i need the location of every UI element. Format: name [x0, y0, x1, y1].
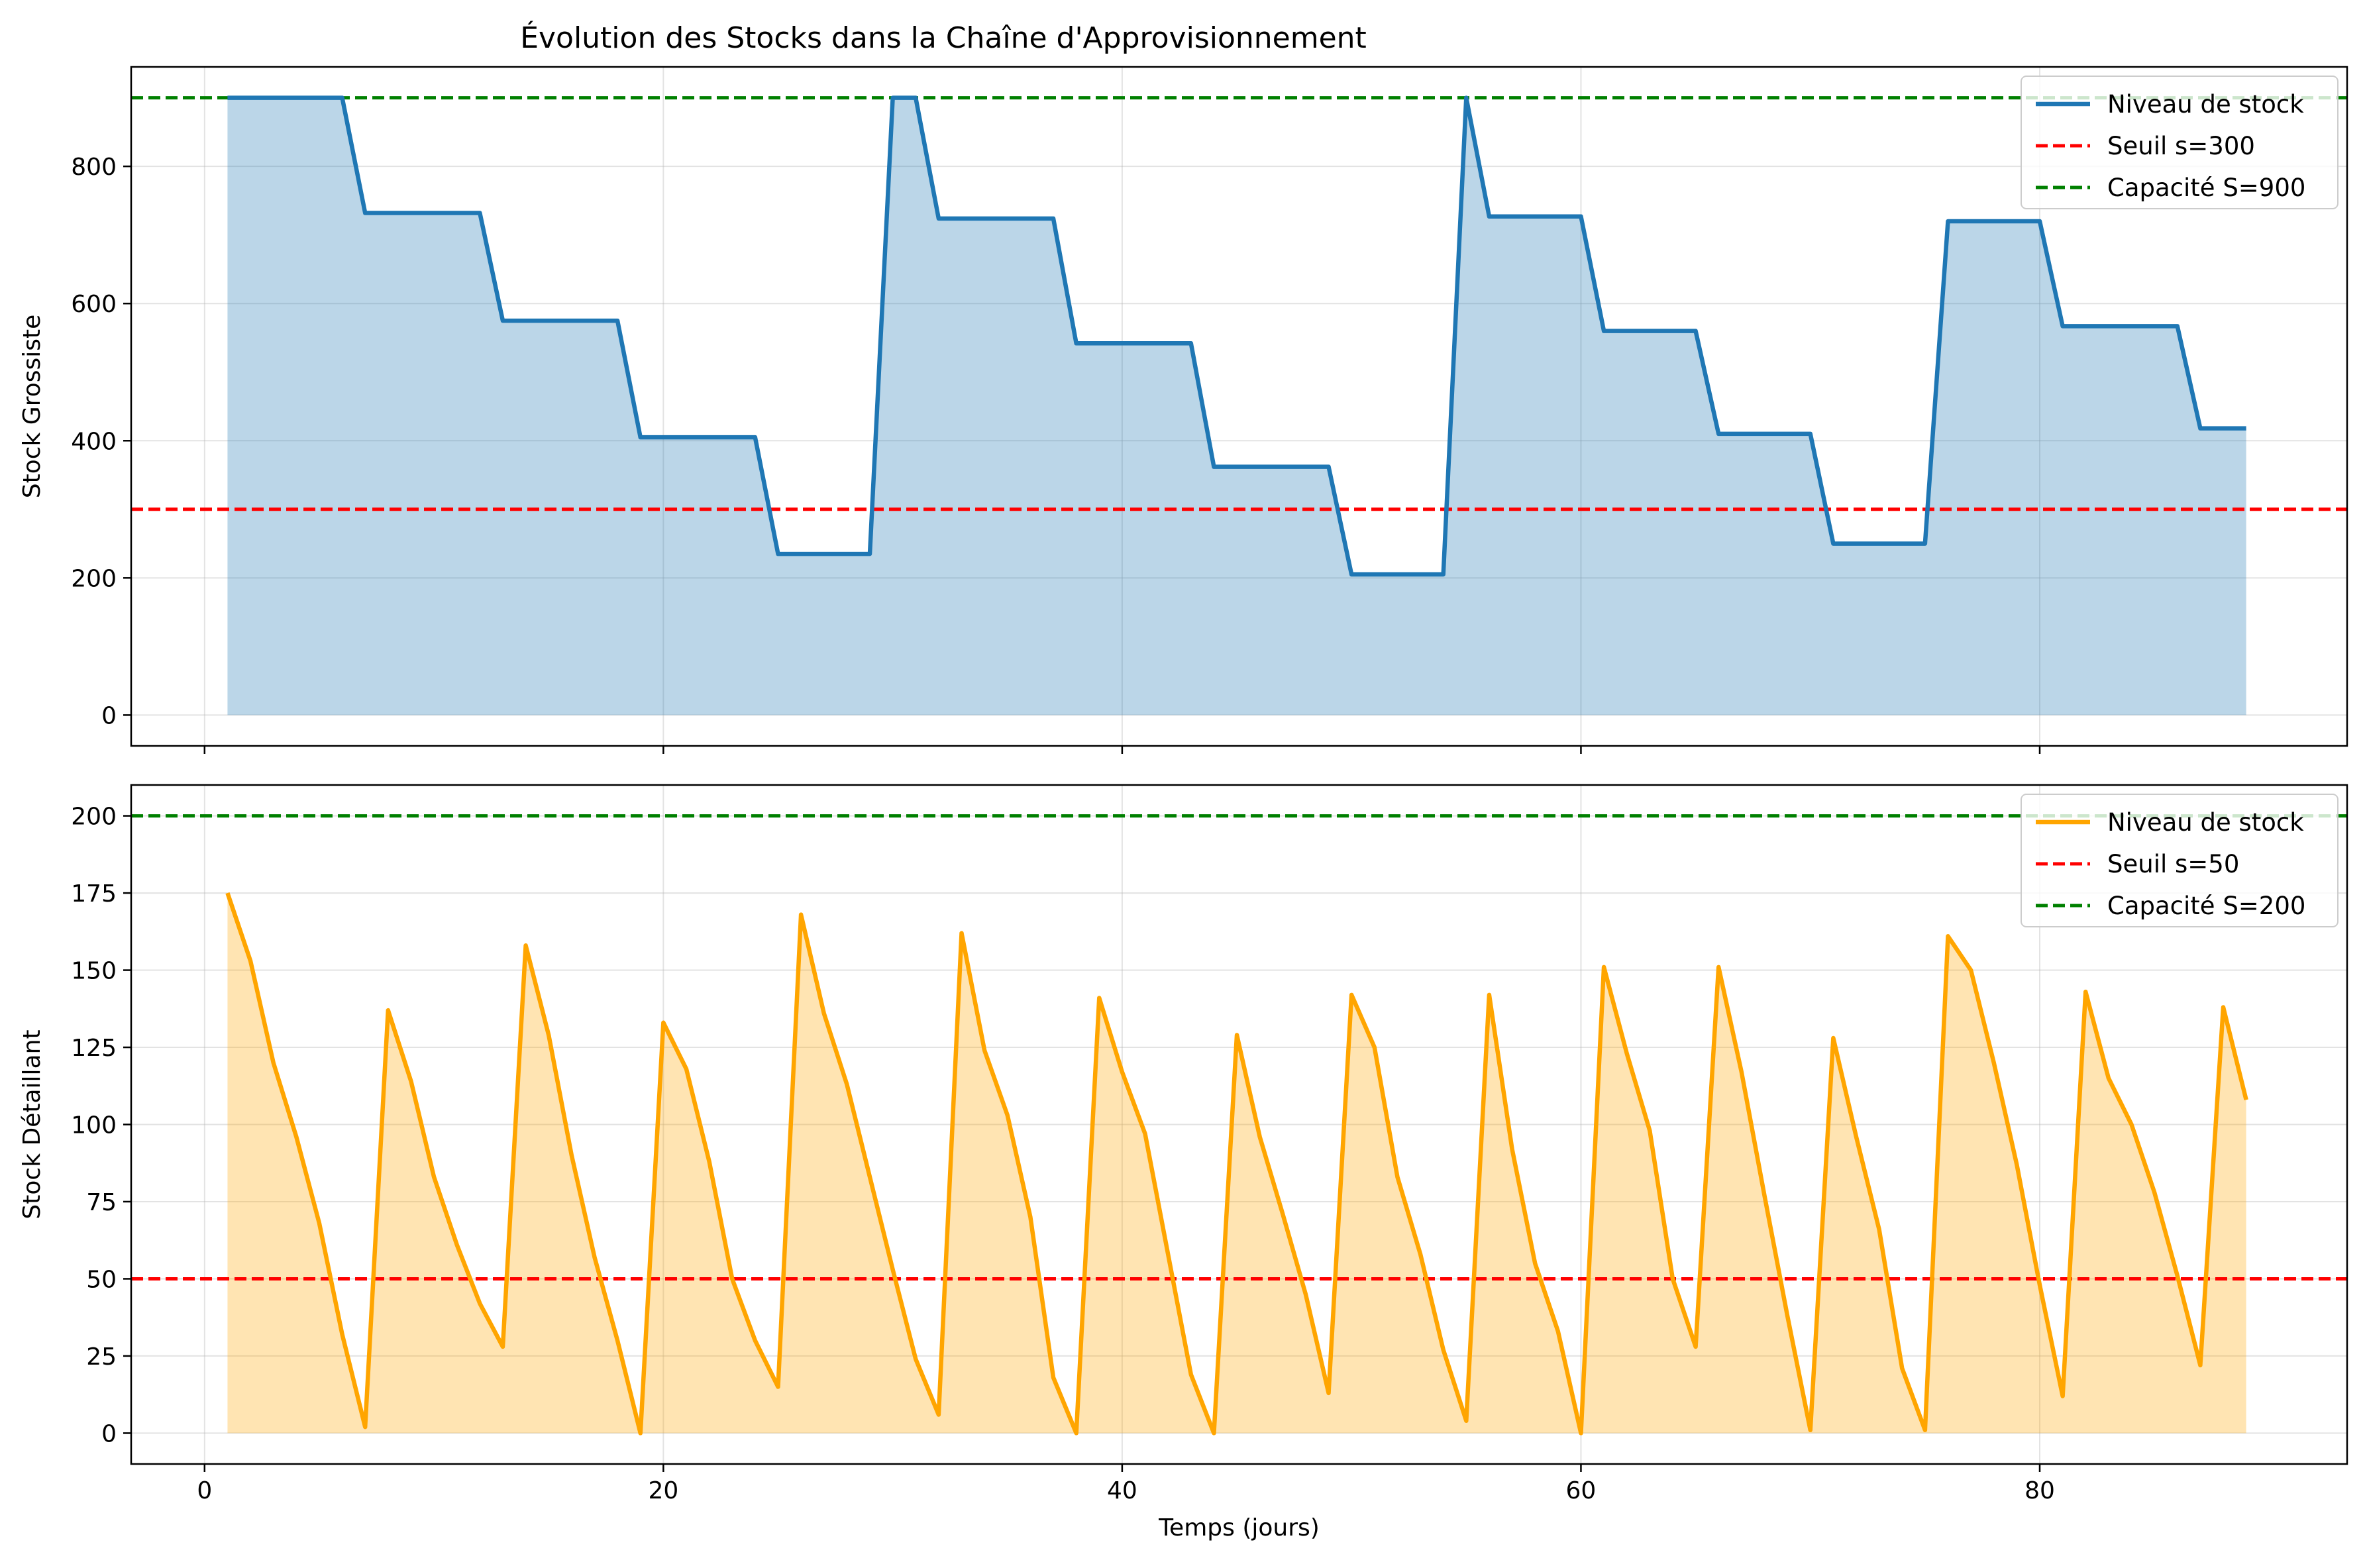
x-axis-label: Temps (jours)	[1158, 1514, 1320, 1542]
y-tick-label: 150	[71, 958, 117, 985]
legend-box	[2021, 794, 2339, 927]
x-tick-label: 0	[197, 1477, 212, 1504]
y-axis-label: Stock Grossiste	[19, 315, 46, 499]
y-tick-label: 100	[71, 1112, 117, 1139]
y-tick-label: 175	[71, 880, 117, 908]
legend-label: Seuil s=300	[2107, 132, 2255, 160]
retailer-stock-panel: 0 20 40 60 80 0 25 50 75 100 125 150 175 200 Stock Dét…	[19, 784, 2348, 1542]
wholesaler-stock-panel: 0 200 400 600 800 Stock Grossiste Niveau de st…	[19, 66, 2348, 754]
y-tick-label: 400	[71, 428, 117, 455]
stock-area-fill	[227, 97, 2246, 715]
legend-label: Seuil s=50	[2107, 850, 2239, 878]
stock-level-line	[225, 892, 2248, 1436]
y-tick-label: 25	[86, 1343, 117, 1371]
y-tick-label: 125	[71, 1035, 117, 1062]
legend-label: Niveau de stock	[2107, 808, 2304, 837]
y-tick-label: 50	[86, 1266, 117, 1293]
stock-level-line	[227, 95, 2246, 577]
y-tick-label: 600	[71, 291, 117, 318]
y-tick-label: 800	[71, 154, 117, 181]
legend-label: Niveau de stock	[2107, 90, 2304, 119]
y-tick-label: 0	[101, 1420, 117, 1447]
x-tick-label: 40	[1107, 1477, 1137, 1504]
legend-box	[2021, 76, 2339, 209]
chart-title: Évolution des Stocks dans la Chaîne d'Ap…	[520, 20, 1367, 55]
axes-frame	[130, 66, 2348, 747]
y-tick-label: 200	[71, 804, 117, 831]
legend-label: Capacité S=200	[2107, 892, 2305, 920]
x-tick-label: 20	[648, 1477, 678, 1504]
y-tick-label: 75	[86, 1189, 117, 1216]
x-tick-label: 80	[2024, 1477, 2055, 1504]
y-tick-label: 0	[101, 702, 117, 729]
y-tick-label: 200	[71, 565, 117, 592]
x-tick-label: 60	[1566, 1477, 1597, 1504]
stock-area-fill	[227, 893, 2246, 1434]
y-axis-label: Stock Détaillant	[19, 1029, 46, 1219]
legend-label: Capacité S=900	[2107, 174, 2305, 202]
